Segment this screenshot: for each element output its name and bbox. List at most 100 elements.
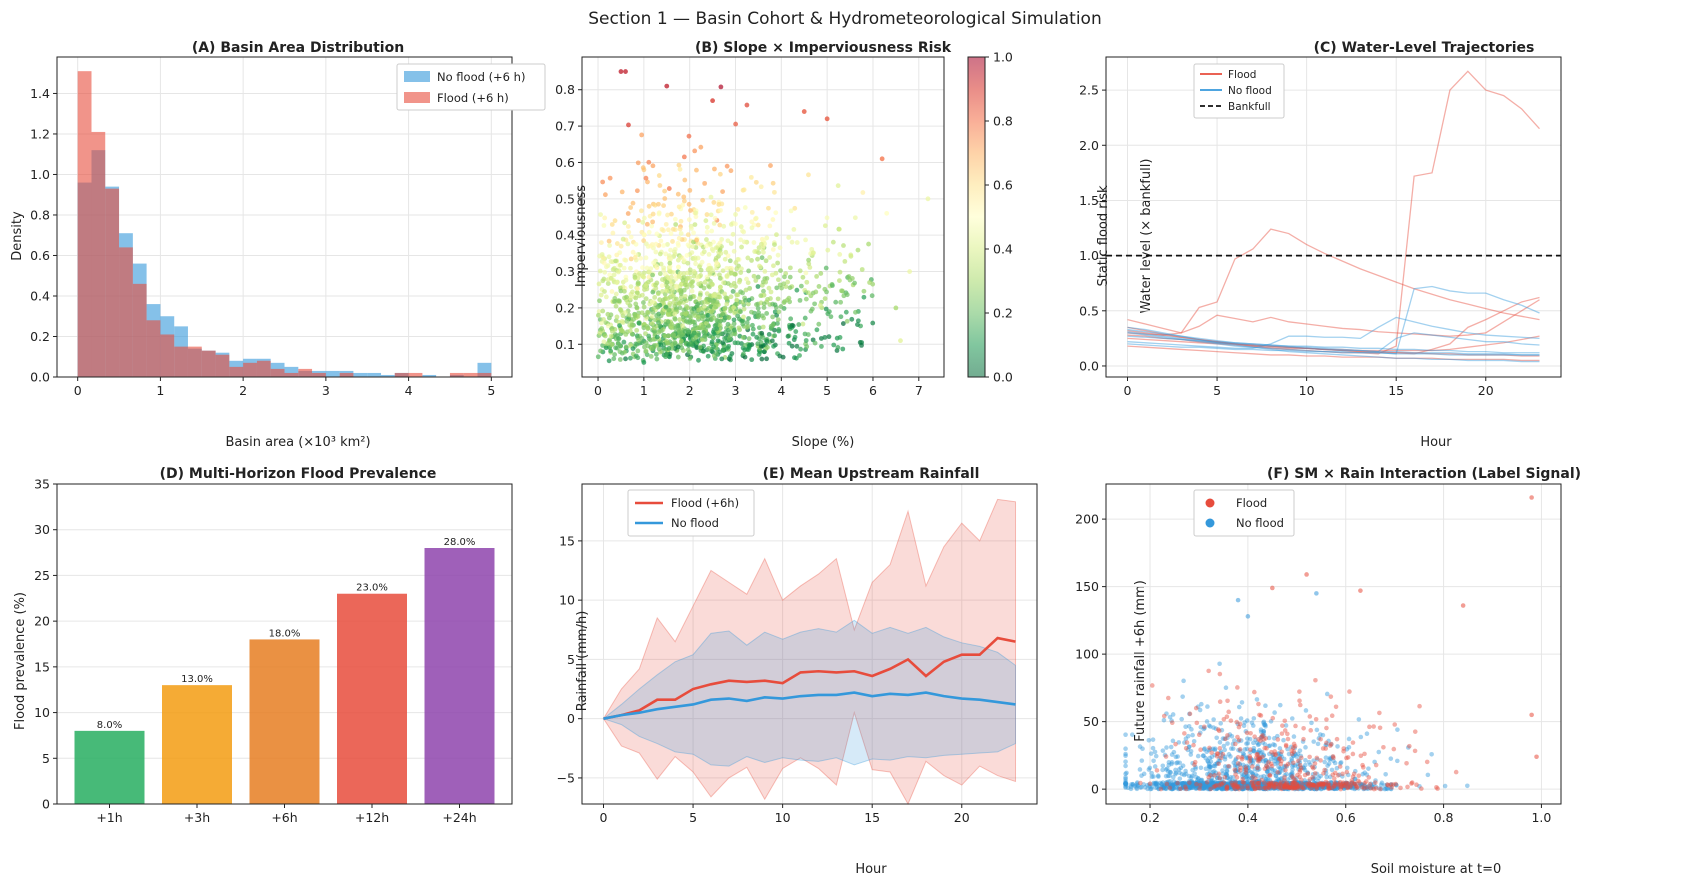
scatter-point-no-flood <box>1128 784 1134 790</box>
scatter-point-no-flood <box>1268 786 1273 792</box>
scatter-point-no-flood <box>1302 781 1308 786</box>
scatter-point-no-flood <box>1351 781 1357 786</box>
scatter-point-no-flood <box>1254 782 1260 788</box>
scatter-point-no-flood <box>1169 784 1174 789</box>
scatter-point-flood <box>1216 761 1222 767</box>
scatter-point <box>619 350 625 356</box>
scatter-point <box>691 273 697 279</box>
scatter-point-no-flood <box>1191 738 1197 744</box>
scatter-point-no-flood <box>1322 785 1327 790</box>
scatter-point-no-flood <box>1215 776 1220 781</box>
scatter-point-no-flood <box>1239 786 1245 791</box>
scatter-point-no-flood <box>1161 785 1167 791</box>
scatter-point-no-flood <box>1166 784 1172 789</box>
scatter-point <box>823 265 829 271</box>
scatter-point-no-flood <box>1218 784 1223 789</box>
scatter-point <box>663 251 669 257</box>
scatter-point <box>803 296 809 302</box>
scatter-point <box>601 260 607 266</box>
scatter-point-no-flood <box>1328 756 1334 762</box>
scatter-point-no-flood <box>1272 785 1277 791</box>
scatter-point <box>785 279 791 285</box>
scatter-point-flood <box>1269 749 1274 755</box>
scatter-point-flood <box>1322 767 1327 773</box>
scatter-point-no-flood <box>1216 780 1221 786</box>
scatter-point-no-flood <box>1202 784 1208 790</box>
scatter-point-flood <box>1154 768 1160 773</box>
scatter-point <box>605 311 611 317</box>
scatter-point-no-flood <box>1206 771 1212 777</box>
scatter-point-no-flood <box>1240 780 1245 786</box>
trajectory-line-flood <box>1127 228 1540 334</box>
scatter-point-no-flood <box>1167 784 1173 790</box>
scatter-point-no-flood <box>1262 780 1268 786</box>
scatter-point-no-flood <box>1123 771 1128 777</box>
scatter-point-no-flood <box>1216 784 1222 789</box>
scatter-point-no-flood <box>1248 756 1254 762</box>
scatter-point <box>747 285 753 291</box>
scatter-point-no-flood <box>1215 780 1221 786</box>
scatter-point-no-flood <box>1171 774 1176 780</box>
scatter-point-no-flood <box>1219 727 1225 733</box>
scatter-point-no-flood <box>1244 746 1250 752</box>
scatter-point-flood <box>1312 771 1318 776</box>
scatter-point-no-flood <box>1195 780 1201 786</box>
scatter-point-flood <box>1178 786 1183 792</box>
scatter-point <box>760 246 766 252</box>
scatter-point-flood <box>1392 722 1398 727</box>
scatter-point-no-flood <box>1257 758 1262 764</box>
scatter-point-flood <box>1217 671 1223 677</box>
scatter-point <box>616 298 622 304</box>
scatter-point <box>728 294 734 300</box>
scatter-point <box>639 132 645 138</box>
scatter-point-no-flood <box>1319 783 1324 789</box>
scatter-point-no-flood <box>1254 697 1260 702</box>
scatter-point-no-flood <box>1300 782 1306 788</box>
scatter-point-no-flood <box>1335 744 1340 749</box>
scatter-point-no-flood <box>1328 786 1333 791</box>
scatter-point-no-flood <box>1350 785 1355 791</box>
scatter-point-no-flood <box>1229 786 1234 792</box>
scatter-point <box>803 270 809 276</box>
scatter-point <box>740 335 746 340</box>
scatter-point-no-flood <box>1192 783 1198 788</box>
scatter-point <box>678 294 684 300</box>
scatter-point-no-flood <box>1261 758 1266 764</box>
scatter-point <box>824 215 830 221</box>
scatter-point-no-flood <box>1307 785 1313 790</box>
histogram-bar-flood <box>339 372 354 377</box>
scatter-point-no-flood <box>1202 783 1208 788</box>
scatter-point-no-flood <box>1203 782 1209 788</box>
scatter-point-flood <box>1318 758 1323 763</box>
scatter-point <box>833 299 839 305</box>
scatter-point-flood <box>1226 709 1231 715</box>
scatter-point-no-flood <box>1286 784 1291 789</box>
panel-a-legend: No flood (+6 h) Flood (+6 h) <box>396 63 546 111</box>
scatter-point-no-flood <box>1251 748 1257 754</box>
scatter-point-no-flood <box>1287 785 1292 790</box>
panel-b-frame <box>581 56 945 378</box>
scatter-point-no-flood <box>1369 783 1374 788</box>
scatter-point <box>731 327 737 333</box>
scatter-point-no-flood <box>1195 785 1201 790</box>
scatter-point-no-flood <box>1388 756 1394 761</box>
scatter-point-no-flood <box>1293 780 1299 785</box>
scatter-point-no-flood <box>1258 735 1264 741</box>
y-tick-label: 0.8 <box>555 82 575 97</box>
scatter-point <box>621 339 627 345</box>
scatter-point-no-flood <box>1256 778 1262 784</box>
scatter-point <box>741 314 746 320</box>
scatter-point-no-flood <box>1185 733 1191 739</box>
scatter-point <box>617 323 622 328</box>
scatter-point <box>698 267 704 273</box>
scatter-point-no-flood <box>1301 782 1306 787</box>
colorbar-tick-label: 0.4 <box>993 242 1013 257</box>
scatter-point-no-flood <box>1195 776 1201 781</box>
scatter-point <box>596 312 601 318</box>
bar-value-label: 23.0% <box>356 583 388 594</box>
scatter-point-no-flood <box>1235 767 1241 773</box>
scatter-point-no-flood <box>1245 785 1250 791</box>
scatter-point-flood <box>1299 777 1304 783</box>
scatter-point <box>666 346 672 351</box>
scatter-point <box>670 288 675 293</box>
